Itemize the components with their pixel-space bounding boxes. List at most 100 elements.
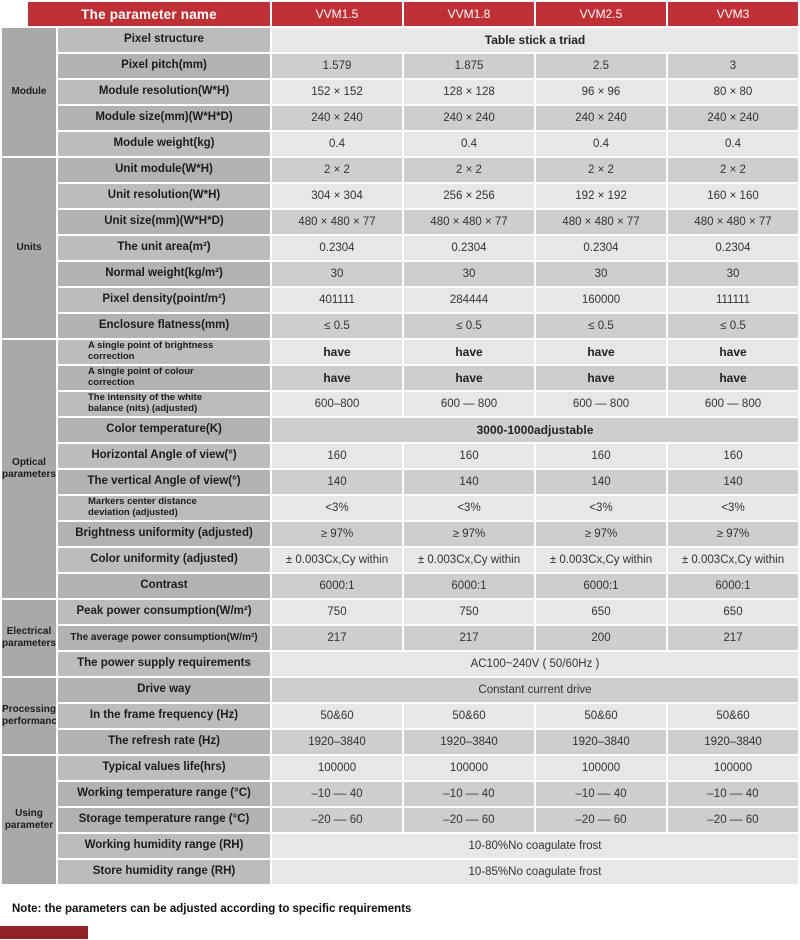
value-cell: –20 –– 60 (668, 808, 798, 832)
value-cell: 30 (536, 262, 666, 286)
accent-bar (0, 926, 88, 939)
value-cell: 240 × 240 (404, 106, 534, 130)
value-cell: 480 × 480 × 77 (668, 210, 798, 234)
table-row: Unit resolution(W*H) 304 × 304 256 × 256 19… (2, 184, 798, 208)
param-label: Module weight(kg) (58, 132, 270, 156)
value-cell: 200 (536, 626, 666, 650)
note-text: Note: the parameters can be adjusted acc… (12, 903, 412, 915)
value-cell: 96 × 96 (536, 80, 666, 104)
value-cell: 100000 (668, 756, 798, 780)
value-span-cell: 10-80%No coagulate frost (272, 834, 798, 858)
table-row: Using parameter Typical values life(hrs) 1… (2, 756, 798, 884)
value-cell: 480 × 480 × 77 (536, 210, 666, 234)
value-cell: 160 × 160 (668, 184, 798, 208)
column-header-vvm1-5: VVM1.5 (272, 2, 402, 26)
value-cell: 140 (404, 470, 534, 494)
value-cell: <3% (404, 496, 534, 520)
value-cell: –10 –– 40 (272, 782, 402, 806)
value-cell: 0.4 (536, 132, 666, 156)
group-label-electrical-parameters: Electrical parameters (2, 600, 56, 676)
table-row: The power supply requirements AC100~240V … (2, 652, 798, 676)
value-cell: 1920–3840 (404, 730, 534, 754)
value-cell: 160 (536, 444, 666, 468)
value-cell: 100000 (404, 756, 534, 780)
param-label: Drive way (58, 678, 270, 702)
value-cell: 80 × 80 (668, 80, 798, 104)
table-row: Module weight(kg) 0.4 0.4 0.4 0.4 (2, 132, 798, 156)
param-label: Pixel density(point/m²) (58, 288, 270, 312)
value-cell: have (404, 340, 534, 364)
value-cell: 111111 (668, 288, 798, 312)
value-cell: –10 –– 40 (404, 782, 534, 806)
value-cell: ≤ 0.5 (668, 314, 798, 338)
value-cell: 30 (404, 262, 534, 286)
value-cell: 1.875 (404, 54, 534, 78)
value-cell: 217 (272, 626, 402, 650)
value-span-cell: Constant current drive (272, 678, 798, 702)
value-cell: –10 –– 40 (668, 782, 798, 806)
value-cell: 2 × 2 (272, 158, 402, 182)
value-cell: 128 × 128 (404, 80, 534, 104)
value-cell: 160 (272, 444, 402, 468)
value-cell: have (668, 340, 798, 364)
header-row: The parameter name VVM1.5 VVM1.8 VVM2.5 … (2, 2, 798, 26)
table-row: Markers center distance deviation (adjus… (2, 496, 798, 520)
param-label: Pixel structure (58, 28, 270, 52)
value-cell: 3 (668, 54, 798, 78)
param-label: Pixel pitch(mm) (58, 54, 270, 78)
param-label: Normal weight(kg/m²) (58, 262, 270, 286)
value-cell: 600 — 800 (668, 392, 798, 416)
table-row: Unit size(mm)(W*H*D) 480 × 480 × 77 480 × … (2, 210, 798, 234)
value-cell: 1920–3840 (272, 730, 402, 754)
value-cell: 0.2304 (536, 236, 666, 260)
value-cell: 240 × 240 (668, 106, 798, 130)
value-cell: 2 × 2 (536, 158, 666, 182)
spec-table: The parameter name VVM1.5 VVM1.8 VVM2.5 … (2, 2, 798, 884)
value-cell: 0.4 (404, 132, 534, 156)
table-row: The intensity of the white balance (nits… (2, 392, 798, 416)
value-cell: 160 (668, 444, 798, 468)
value-cell: 30 (668, 262, 798, 286)
value-cell: –10 –– 40 (536, 782, 666, 806)
table-row: Store humidity range (RH) 10-85%No coagul… (2, 860, 798, 884)
value-cell: 152 × 152 (272, 80, 402, 104)
value-cell: 100000 (536, 756, 666, 780)
value-cell: 217 (404, 626, 534, 650)
value-cell: 650 (668, 600, 798, 624)
value-cell: 50&60 (668, 704, 798, 728)
group-label-using-parameter: Using parameter (2, 756, 56, 884)
value-cell: ≥ 97% (272, 522, 402, 546)
table-row: Enclosure flatness(mm) ≤ 0.5 ≤ 0.5 ≤ 0.5 ≤ 0… (2, 314, 798, 338)
value-cell: ≤ 0.5 (404, 314, 534, 338)
param-label: Working temperature range (°C) (58, 782, 270, 806)
value-cell: 30 (272, 262, 402, 286)
column-header-vvm3: VVM3 (668, 2, 798, 26)
value-cell: 2.5 (536, 54, 666, 78)
param-label: Working humidity range (RH) (58, 834, 270, 858)
value-cell: 100000 (272, 756, 402, 780)
value-cell: ≥ 97% (404, 522, 534, 546)
table-row: Brightness uniformity (adjusted) ≥ 97% ≥ 9… (2, 522, 798, 546)
value-cell: –20 –– 60 (272, 808, 402, 832)
table-row: Optical parameters A single point of brig… (2, 340, 798, 598)
table-row: Color temperature(K) 3000-1000adjustable (2, 418, 798, 442)
table-row: Working humidity range (RH) 10-80%No coag… (2, 834, 798, 858)
param-label: Module resolution(W*H) (58, 80, 270, 104)
param-label: In the frame frequency (Hz) (58, 704, 270, 728)
value-span-cell: 3000-1000adjustable (272, 418, 798, 442)
value-cell: 140 (272, 470, 402, 494)
param-label: The power supply requirements (58, 652, 270, 676)
value-cell: 240 × 240 (272, 106, 402, 130)
value-cell: ≤ 0.5 (536, 314, 666, 338)
table-row: Pixel density(point/m²) 401111 284444 16000… (2, 288, 798, 312)
param-label: Color uniformity (adjusted) (58, 548, 270, 572)
value-cell: 160 (404, 444, 534, 468)
param-label: Unit size(mm)(W*H*D) (58, 210, 270, 234)
param-label: A single point of colour correction (58, 366, 270, 390)
value-cell: 140 (536, 470, 666, 494)
value-cell: ≤ 0.5 (272, 314, 402, 338)
table-row: Module size(mm)(W*H*D) 240 × 240 240 × 240… (2, 106, 798, 130)
header-parameter-name: The parameter name (2, 2, 270, 26)
value-span-cell: 10-85%No coagulate frost (272, 860, 798, 884)
value-cell: have (536, 366, 666, 390)
